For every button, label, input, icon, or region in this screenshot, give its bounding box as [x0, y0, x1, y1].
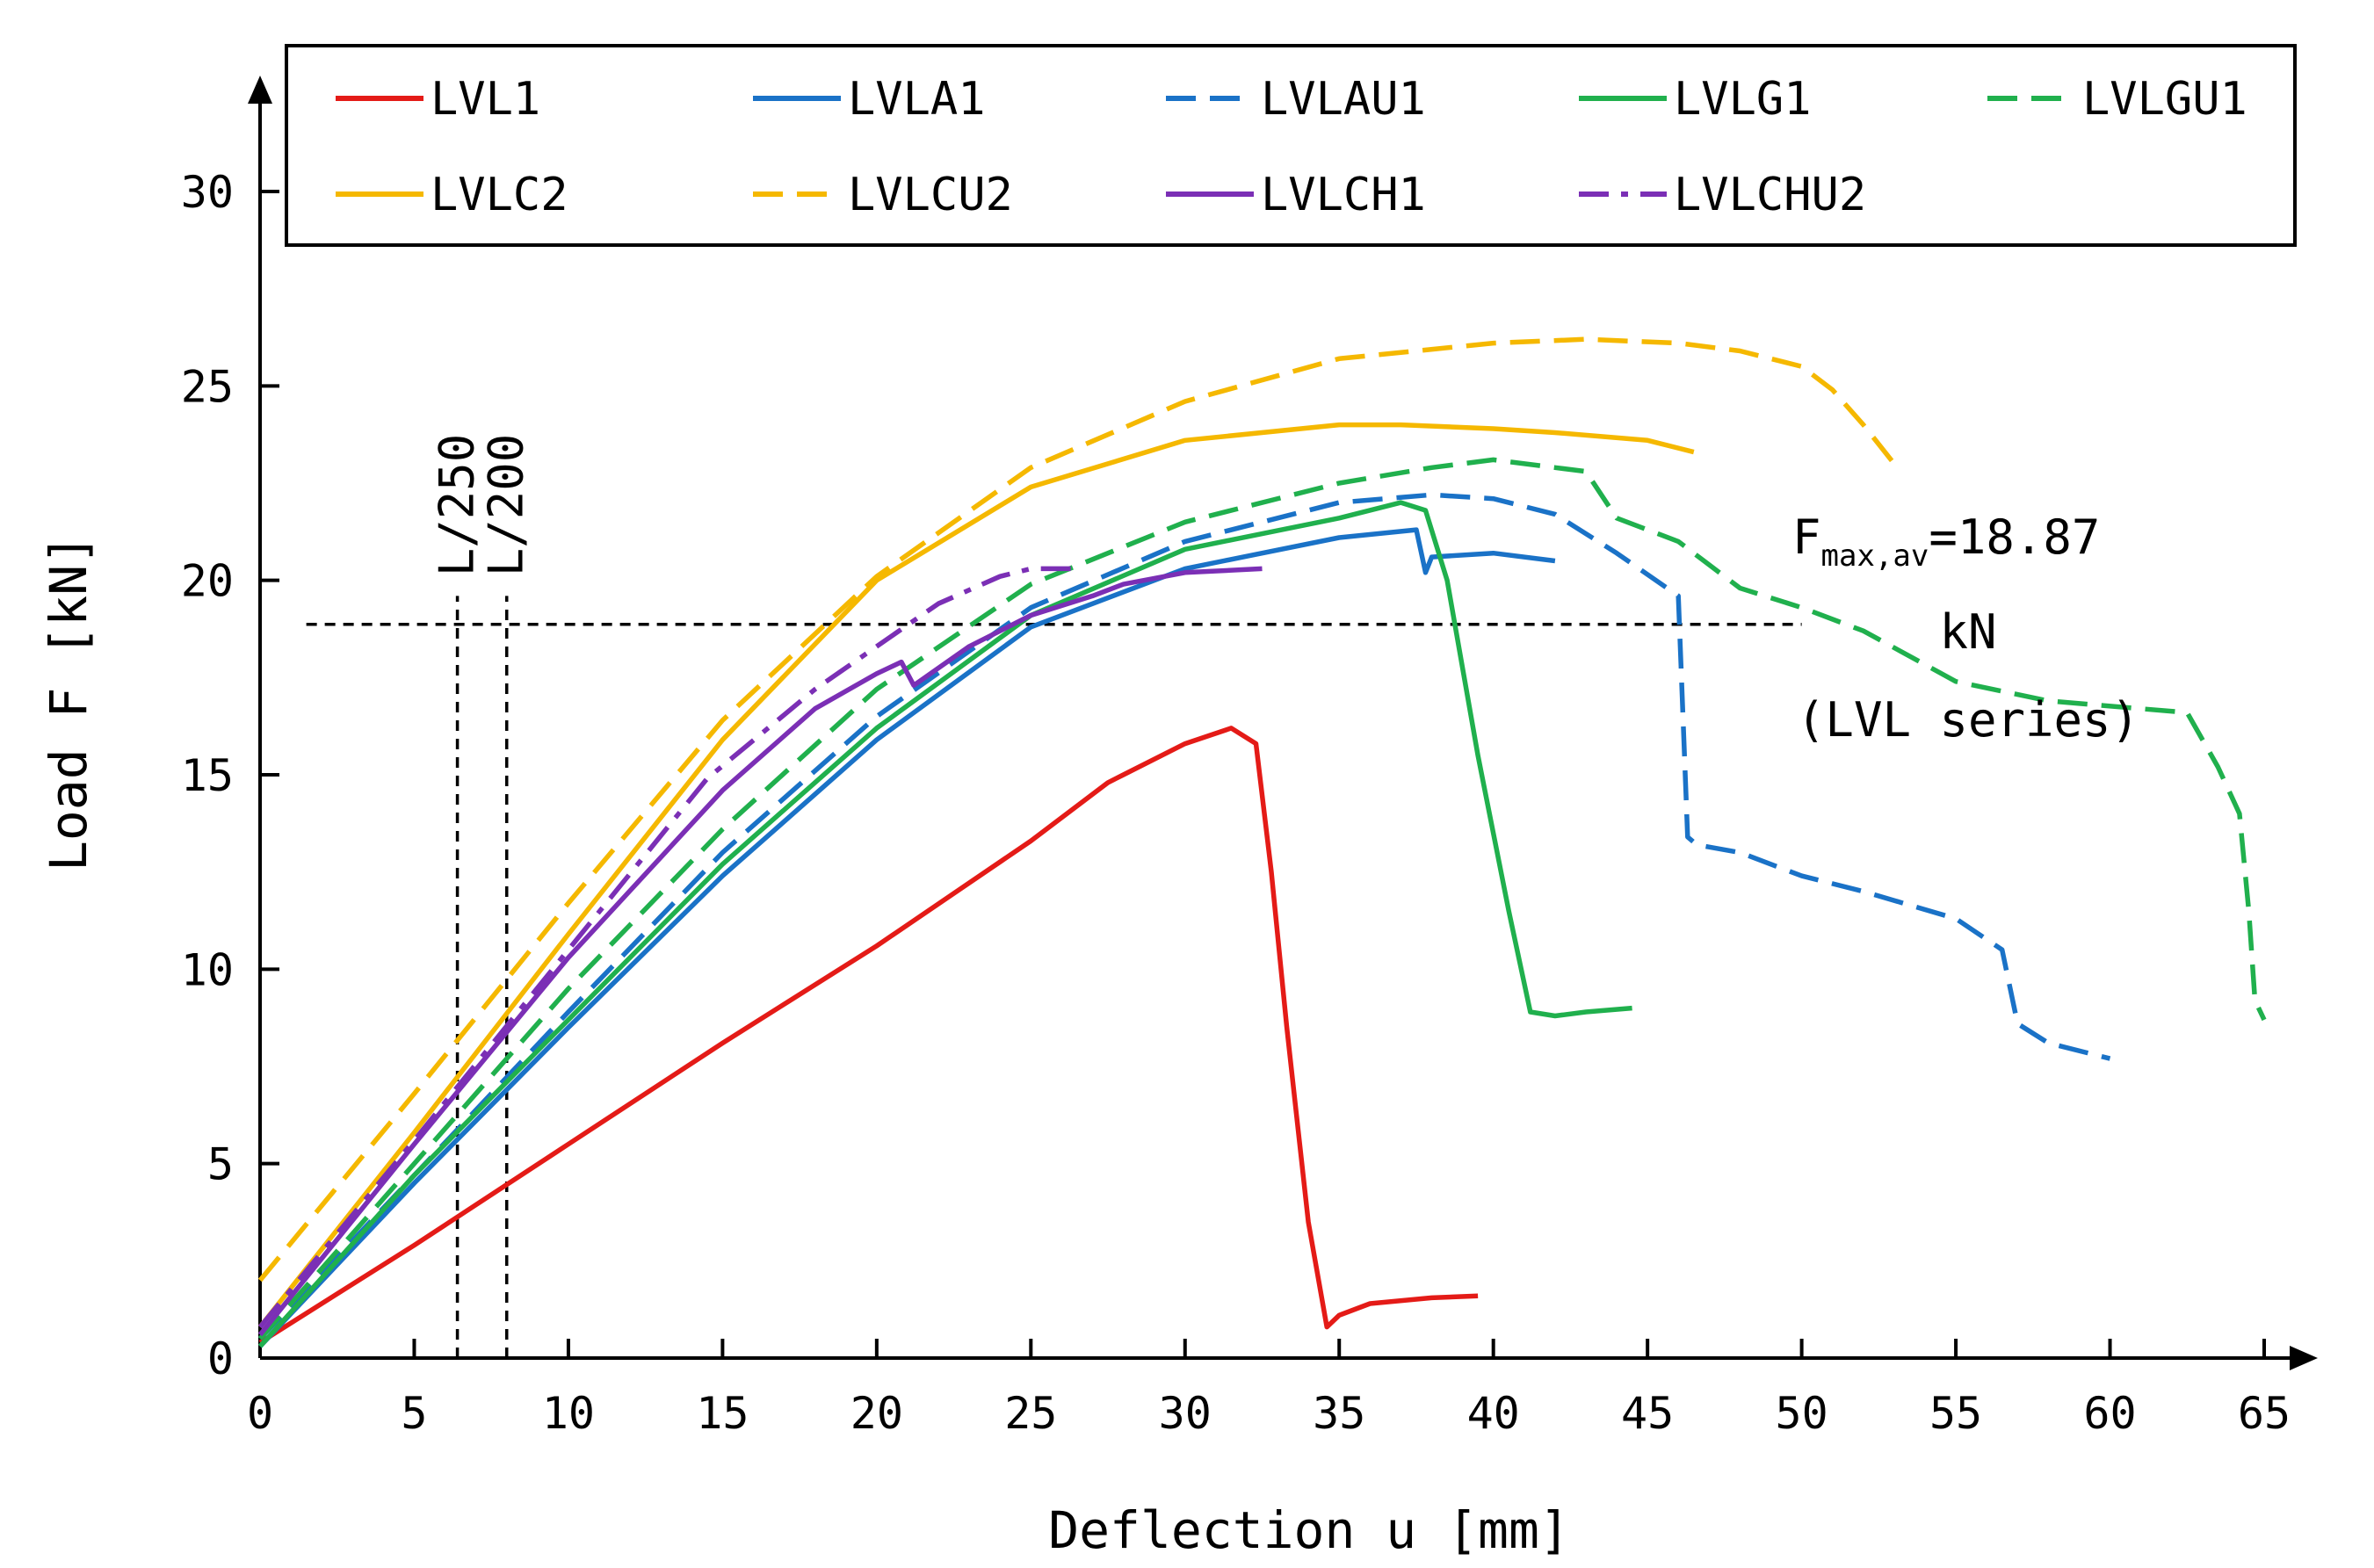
series-lvlch1 — [257, 566, 1263, 1337]
fmax-unit: kN — [1939, 604, 1996, 660]
series-group — [257, 336, 2267, 1348]
x-tick-label: 60 — [2083, 1388, 2136, 1439]
legend-label: LVL1 — [431, 73, 540, 126]
y-tick-label: 10 — [181, 944, 234, 995]
x-tick-label: 30 — [1159, 1388, 1212, 1439]
fmax-annotation: Fmax,av=18.87 kN (LVL series) — [1792, 509, 2139, 748]
series-lvl1 — [258, 726, 1479, 1345]
fmax-label: Fmax,av=18.87 — [1792, 509, 2100, 574]
x-tick-label: 25 — [1004, 1388, 1057, 1439]
legend-item-lvla1: LVLA1 — [753, 73, 986, 126]
legend-item-lvlch1: LVLCH1 — [1166, 169, 1426, 221]
y-ticks: 0 5 10 15 20 25 30 — [181, 167, 279, 1384]
y-axis-title: Load F [kN] — [39, 534, 98, 871]
legend-label: LVLGU1 — [2082, 73, 2247, 126]
legend-label: LVLA1 — [848, 73, 986, 126]
x-tick-label: 15 — [696, 1388, 749, 1439]
x-tick-label: 55 — [1929, 1388, 1982, 1439]
series-lvlgu1 — [257, 457, 2267, 1340]
fmax-note: (LVL series) — [1797, 692, 2139, 748]
y-tick-label: 5 — [207, 1139, 234, 1190]
legend-item-lvlcu2: LVLCU2 — [753, 169, 1013, 221]
legend-item-lvlchu2: LVLCHU2 — [1579, 169, 1866, 221]
legend-label: LVLCHU2 — [1674, 169, 1866, 221]
legend-box — [285, 44, 2297, 247]
legend: LVL1 LVLA1 LVLAU1 LVLG1 LVLGU1 LVLC2 LVLCU2 LVL… — [285, 44, 2297, 247]
y-tick-label: 0 — [207, 1333, 234, 1384]
legend-item-lvlc2: LVLC2 — [336, 169, 568, 221]
legend-item-lvlg1: LVLG1 — [1579, 73, 1812, 126]
series-lvlchu2 — [257, 566, 1077, 1329]
series-lvla1 — [258, 527, 1556, 1348]
limit-label: L/250 — [430, 434, 485, 577]
x-axis-title: Deflection u [mm] — [1048, 1500, 1570, 1560]
legend-item-lvl1: LVL1 — [336, 73, 540, 126]
limit-label: L/200 — [479, 434, 534, 577]
fmax-value: =18.87 — [1929, 509, 2100, 565]
legend-label: LVLG1 — [1674, 73, 1812, 126]
series-lvlau1 — [257, 492, 2111, 1340]
y-tick-label: 25 — [181, 361, 234, 412]
legend-item-lvlgu1: LVLGU1 — [1987, 73, 2247, 126]
x-tick-label: 5 — [401, 1388, 427, 1439]
series-lvlg1 — [257, 500, 1632, 1348]
x-axis-arrow — [2290, 1346, 2318, 1370]
x-tick-label: 45 — [1621, 1388, 1674, 1439]
y-tick-label: 20 — [181, 556, 234, 607]
y-tick-label: 30 — [181, 167, 234, 218]
y-axis-arrow — [248, 76, 272, 104]
x-tick-label: 35 — [1313, 1388, 1365, 1439]
fmax-subscript: max,av — [1821, 538, 1929, 574]
legend-label: LVLAU1 — [1261, 73, 1426, 126]
fmax-symbol: F — [1792, 509, 1821, 565]
legend-label: LVLCH1 — [1261, 169, 1426, 221]
x-tick-label: 20 — [850, 1388, 903, 1439]
x-tick-label: 0 — [247, 1388, 273, 1439]
series-lvlc2 — [257, 422, 1695, 1329]
x-tick-label: 40 — [1467, 1388, 1520, 1439]
x-tick-label: 10 — [542, 1388, 595, 1439]
legend-item-lvlau1: LVLAU1 — [1166, 73, 1426, 126]
x-tick-label: 50 — [1776, 1388, 1828, 1439]
legend-label: LVLC2 — [431, 169, 568, 221]
x-ticks: 0 5 10 15 20 25 30 35 40 45 50 55 60 65 — [247, 1339, 2291, 1439]
legend-label: LVLCU2 — [848, 169, 1013, 221]
series-lvlcu2 — [257, 336, 1897, 1283]
y-tick-label: 15 — [181, 750, 234, 801]
x-tick-label: 65 — [2238, 1388, 2291, 1439]
